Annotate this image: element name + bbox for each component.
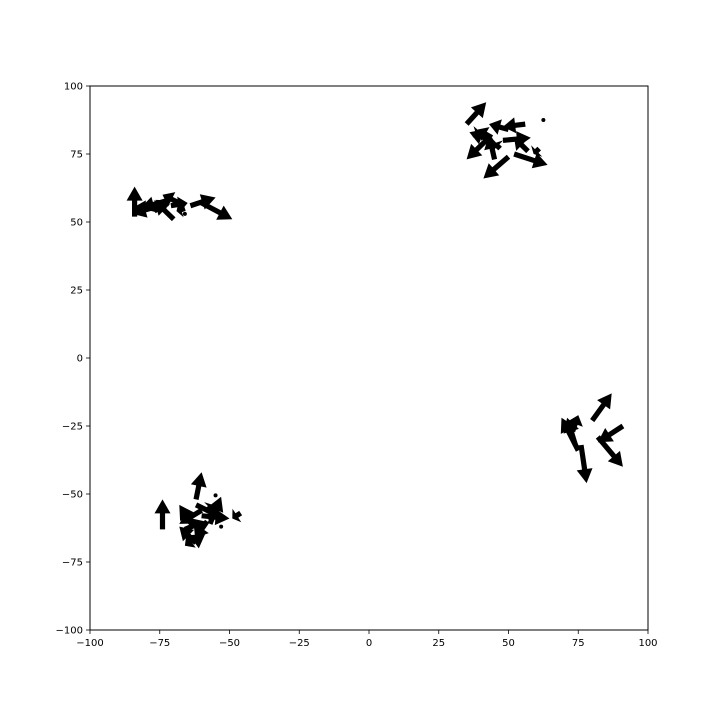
y-axis: −100 −75 −50 −25 0 25 50 75 100 [56, 82, 90, 637]
quiver-arrow [179, 504, 196, 528]
x-tick-label: 25 [432, 638, 445, 649]
cluster-upper-right [464, 102, 548, 179]
cluster-lower-left [154, 472, 243, 549]
quiver-arrow [232, 508, 243, 523]
quiver-arrow [563, 417, 579, 446]
y-tick-label: −25 [62, 422, 83, 433]
quiver-dot [213, 493, 218, 498]
y-tick-label: 25 [70, 286, 83, 297]
quiver-arrow [466, 138, 488, 160]
quiver-dot [182, 211, 187, 216]
quiver-arrow [576, 444, 593, 484]
quiver-arrow [597, 423, 625, 443]
quiver-arrow [179, 508, 203, 524]
y-tick-label: −75 [62, 558, 83, 569]
y-tick-label: 100 [64, 82, 83, 93]
x-tick-label: 75 [572, 638, 585, 649]
quiver-arrow [514, 137, 530, 154]
quiver-arrow [590, 393, 612, 423]
quiver-arrow [531, 145, 543, 157]
quiver-arrow [194, 502, 224, 520]
x-tick-label: −25 [289, 638, 310, 649]
quiver-arrow [489, 119, 510, 135]
quiver-arrow [464, 102, 487, 126]
arrows-layer [126, 102, 625, 549]
quiver-arrow [179, 526, 198, 545]
quiver-arrow [154, 499, 171, 530]
quiver-arrow [189, 520, 206, 549]
x-tick-label: −75 [149, 638, 170, 649]
quiver-arrow [131, 202, 161, 218]
quiver-arrow [471, 126, 481, 142]
y-tick-label: 0 [77, 354, 83, 365]
quiver-dot [219, 524, 224, 529]
x-tick-label: 0 [366, 638, 372, 649]
y-tick-label: 50 [70, 218, 83, 229]
x-axis: −100 −75 −50 −25 0 25 50 75 100 [76, 630, 658, 649]
x-tick-label: −100 [76, 638, 103, 649]
quiver-arrow [126, 186, 143, 217]
cluster-right [560, 393, 625, 484]
cluster-upper-left [126, 186, 233, 222]
y-tick-label: 75 [70, 150, 83, 161]
plot-area [90, 86, 648, 630]
quiver-arrow [190, 472, 207, 500]
quiver-arrow [200, 200, 233, 220]
quiver-arrow [595, 435, 623, 467]
y-tick-label: −100 [56, 626, 83, 637]
quiver-arrow [483, 154, 511, 179]
quiver-arrow [567, 415, 583, 433]
quiver-dot [541, 118, 546, 122]
quiver-arrow [492, 140, 504, 152]
x-tick-label: 50 [502, 638, 515, 649]
y-tick-label: −50 [62, 490, 83, 501]
quiver-dot [163, 209, 168, 214]
x-tick-label: −50 [219, 638, 240, 649]
x-tick-label: 100 [638, 638, 657, 649]
quiver-arrow [170, 196, 188, 213]
quiver-arrow [502, 117, 526, 134]
quiver-arrow [484, 135, 500, 160]
